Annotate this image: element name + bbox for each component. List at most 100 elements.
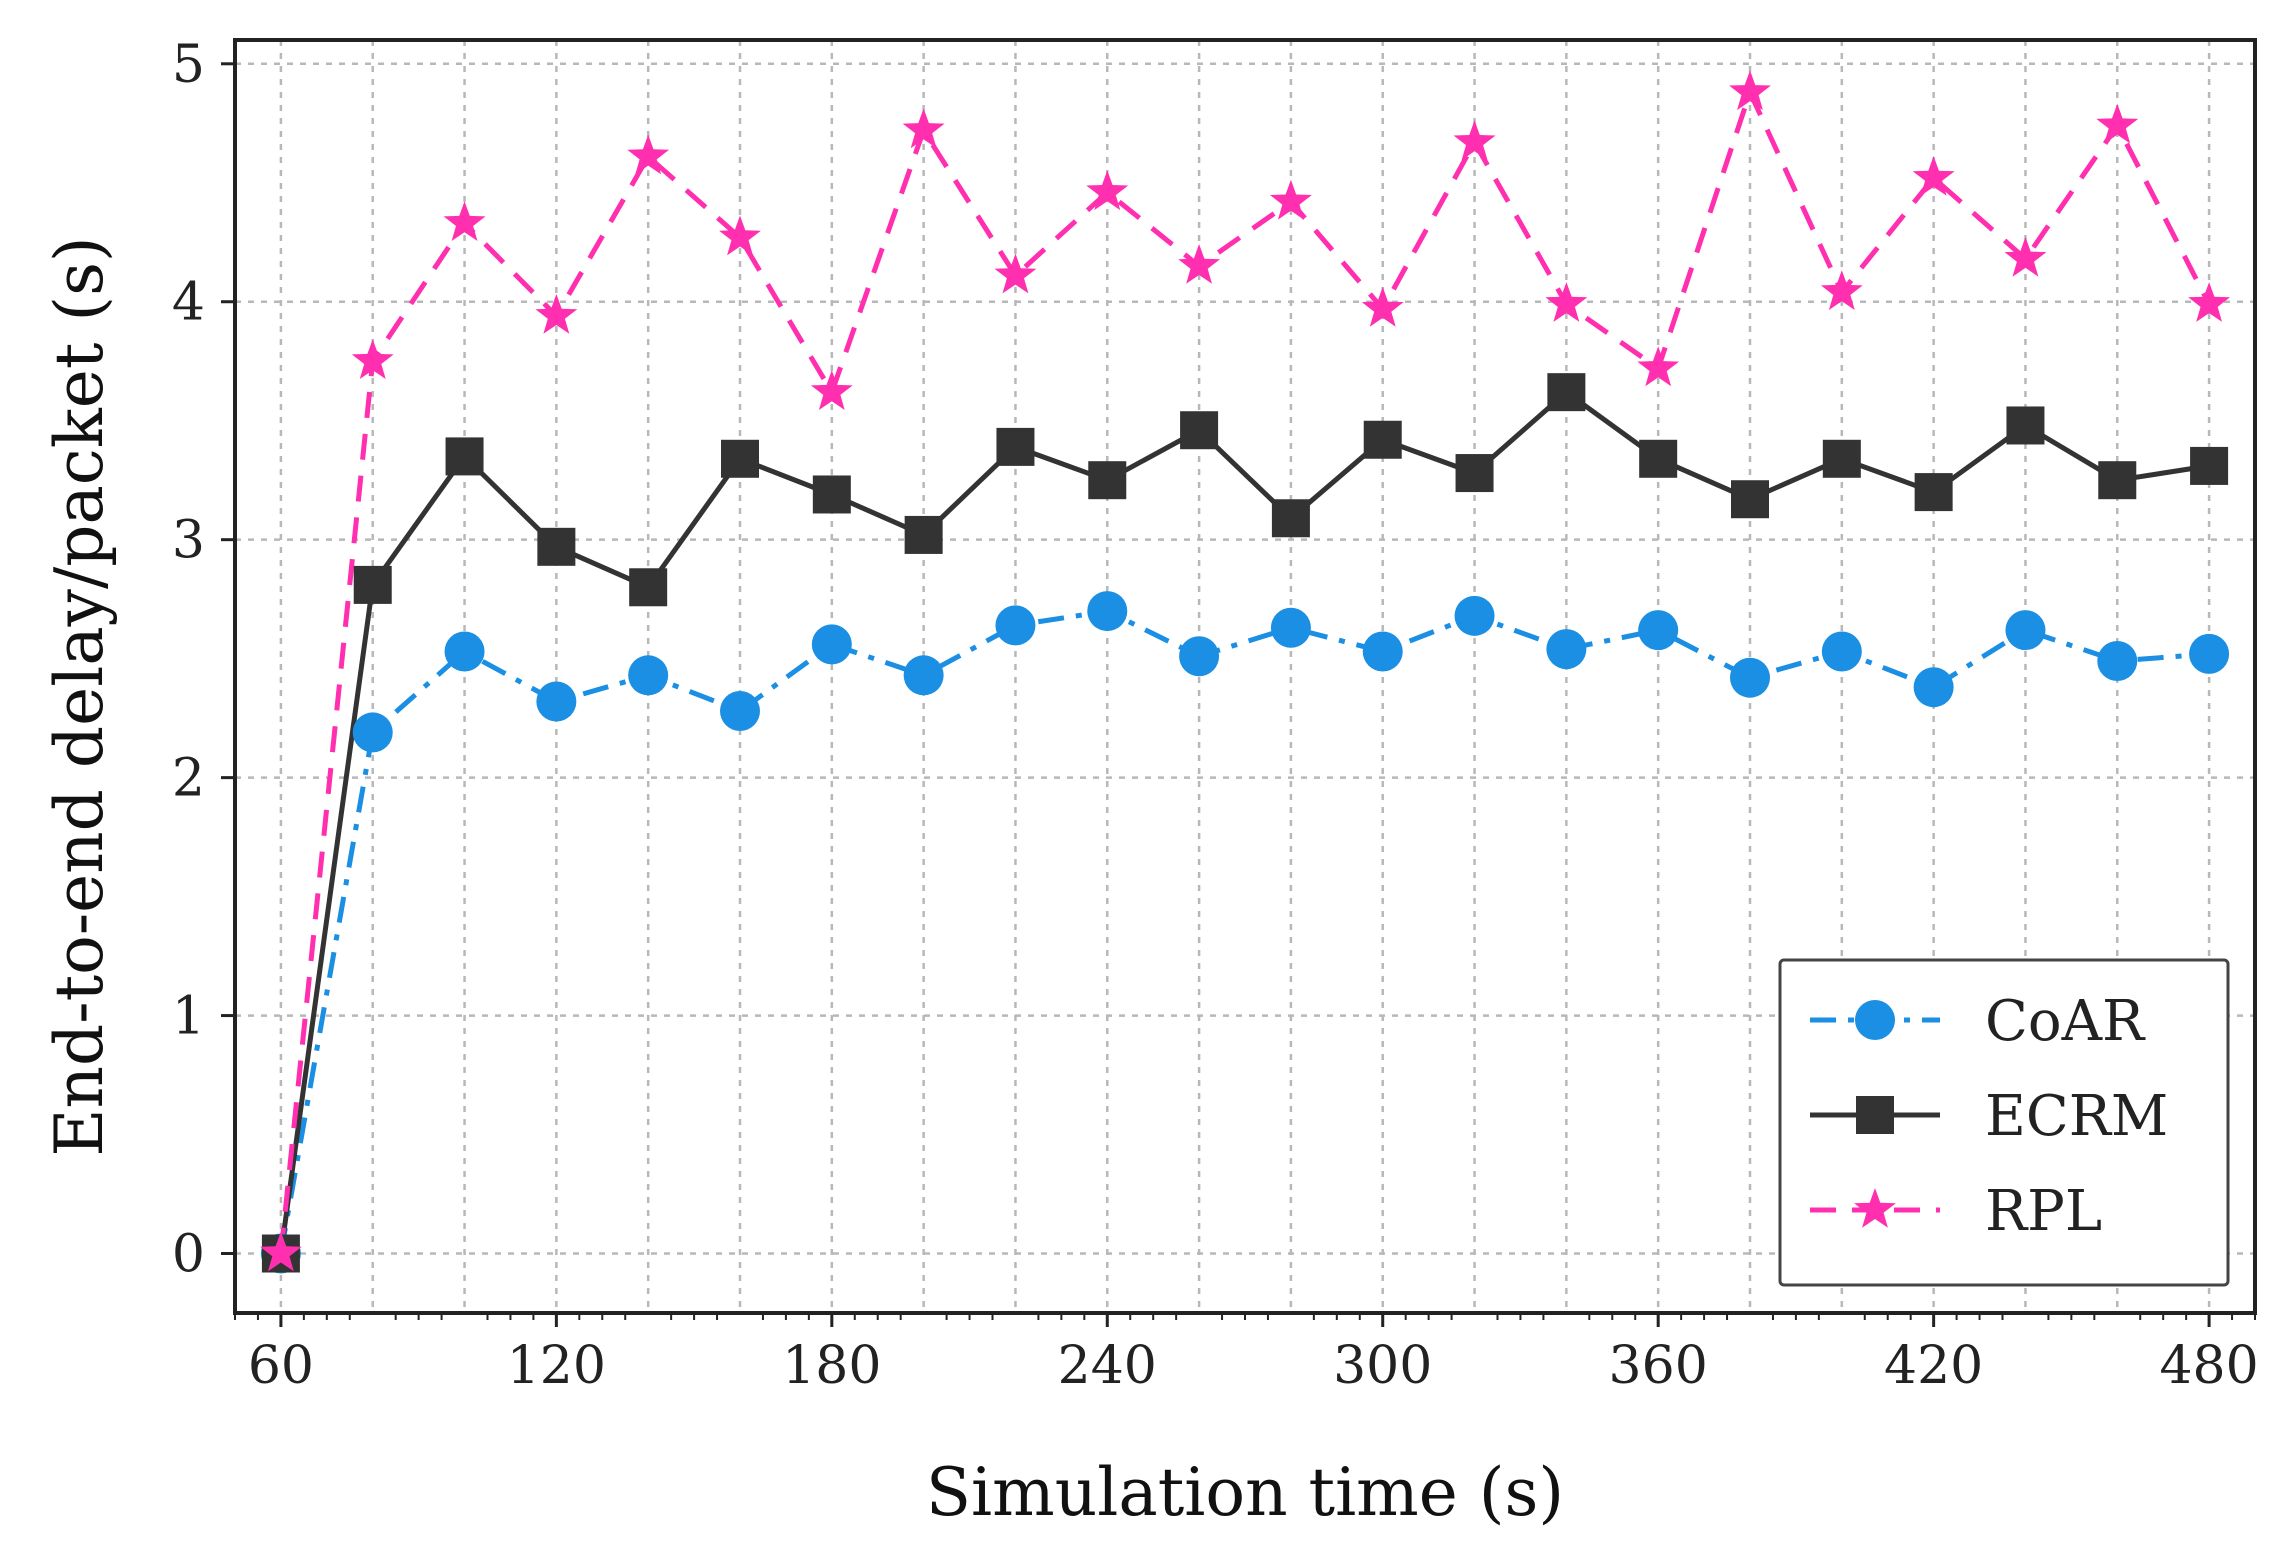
legend: CoAR ECRM RPL [1778,958,2230,1287]
data-point-ecrm [1731,480,1769,519]
data-point-coar [2189,633,2230,674]
data-point-coar [444,631,485,672]
data-point-coar [811,624,852,665]
data-point-rpl [535,294,578,334]
series-layer [260,70,2230,1274]
x-axis-label: Simulation time (s) [926,1454,1564,1531]
legend-entry-rpl: RPL [1810,1179,2102,1244]
data-point-coar [720,691,760,732]
data-point-rpl [443,201,486,241]
y-tick-label: 1 [172,987,205,1047]
data-point-rpl [1912,156,1955,196]
data-point-rpl [1178,244,1220,284]
data-point-rpl [2096,103,2139,144]
y-axis-label: End-to-end delay/packet (s) [41,236,118,1156]
legend-marker [1856,1096,1894,1134]
data-point-ecrm [629,568,668,607]
series-line-ecrm [278,389,2210,1254]
x-tick-label: 180 [782,1336,881,1396]
legend-label: CoAR [1985,989,2146,1054]
series-line-rpl [278,89,2212,1254]
data-point-rpl [627,134,670,175]
data-point-rpl [2004,236,2047,277]
data-point-ecrm [1914,473,1953,512]
legend-marker [1855,1000,1895,1040]
legend-entry-coar: CoAR [1810,989,2146,1054]
x-tick-label: 120 [507,1336,606,1396]
data-point-ecrm [1547,373,1586,412]
data-point-coar [1087,591,1128,632]
data-point-coar [1362,631,1403,672]
data-point-rpl [1637,346,1680,387]
y-tick-label: 4 [172,273,205,333]
legend-label: RPL [1985,1179,2102,1244]
data-point-coar [1638,610,1679,651]
data-point-coar [536,681,577,722]
data-point-rpl [2188,282,2230,322]
data-point-rpl [902,108,945,149]
data-point-ecrm [1639,439,1678,478]
data-point-rpl [1729,70,1771,111]
data-point-ecrm [2098,461,2137,500]
x-tick-label: 240 [1058,1336,1157,1396]
series-rpl [278,89,2212,1254]
legend-label: ECRM [1985,1084,2168,1149]
data-point-ecrm [2190,446,2229,485]
data-point-ecrm [1180,411,1219,450]
data-point-coar [1546,629,1587,670]
x-tick-label: 60 [248,1336,314,1396]
data-point-coar [2097,641,2138,682]
data-point-rpl [1545,282,1588,322]
x-tick-label: 300 [1333,1336,1432,1396]
series-markers-rpl [260,70,2230,1272]
data-point-coar [1821,631,1862,672]
data-point-ecrm [2006,406,2045,445]
data-point-ecrm [721,439,759,478]
data-point-rpl [994,253,1037,294]
data-point-rpl [719,215,761,256]
data-point-rpl [1361,286,1404,327]
data-point-coar [995,605,1036,646]
y-tick-label: 3 [172,511,205,571]
data-point-rpl [1820,270,1863,310]
series-ecrm [278,389,2210,1254]
data-point-coar [2005,610,2046,651]
data-point-ecrm [996,427,1035,466]
series-coar [278,608,2210,1254]
data-point-coar [1179,636,1220,677]
data-point-ecrm [445,437,484,476]
x-tick-label: 360 [1609,1336,1708,1396]
data-point-coar [628,655,669,696]
data-point-ecrm [1363,420,1402,459]
data-point-coar [352,712,393,753]
x-tick-label: 480 [2159,1336,2258,1396]
legend-marker [1854,1188,1896,1228]
data-point-rpl [260,1231,302,1272]
data-point-ecrm [1455,454,1494,493]
data-point-rpl [810,370,853,410]
data-point-rpl [1270,179,1312,220]
data-point-ecrm [904,515,943,554]
data-point-ecrm [1271,499,1310,538]
data-point-ecrm [537,527,576,566]
series-line-coar [278,608,2210,1254]
data-point-rpl [1086,170,1129,211]
y-tick-label: 5 [172,35,205,95]
data-point-coar [1730,657,1770,698]
y-tick-label: 0 [172,1225,205,1285]
data-point-rpl [351,339,394,379]
data-point-coar [1913,667,1954,708]
data-point-rpl [1453,120,1496,161]
data-point-ecrm [1822,439,1861,478]
data-point-coar [1454,595,1495,636]
legend-entry-ecrm: ECRM [1810,1084,2168,1149]
axis-ticks: 60 120 180 240 300 360 420 480 0 1 2 3 4 5 [172,35,2259,1396]
data-point-ecrm [1088,461,1127,500]
x-tick-label: 420 [1884,1336,1983,1396]
data-point-ecrm [812,475,851,514]
data-point-coar [903,655,944,696]
data-point-ecrm [353,565,392,604]
y-tick-label: 2 [172,749,205,809]
